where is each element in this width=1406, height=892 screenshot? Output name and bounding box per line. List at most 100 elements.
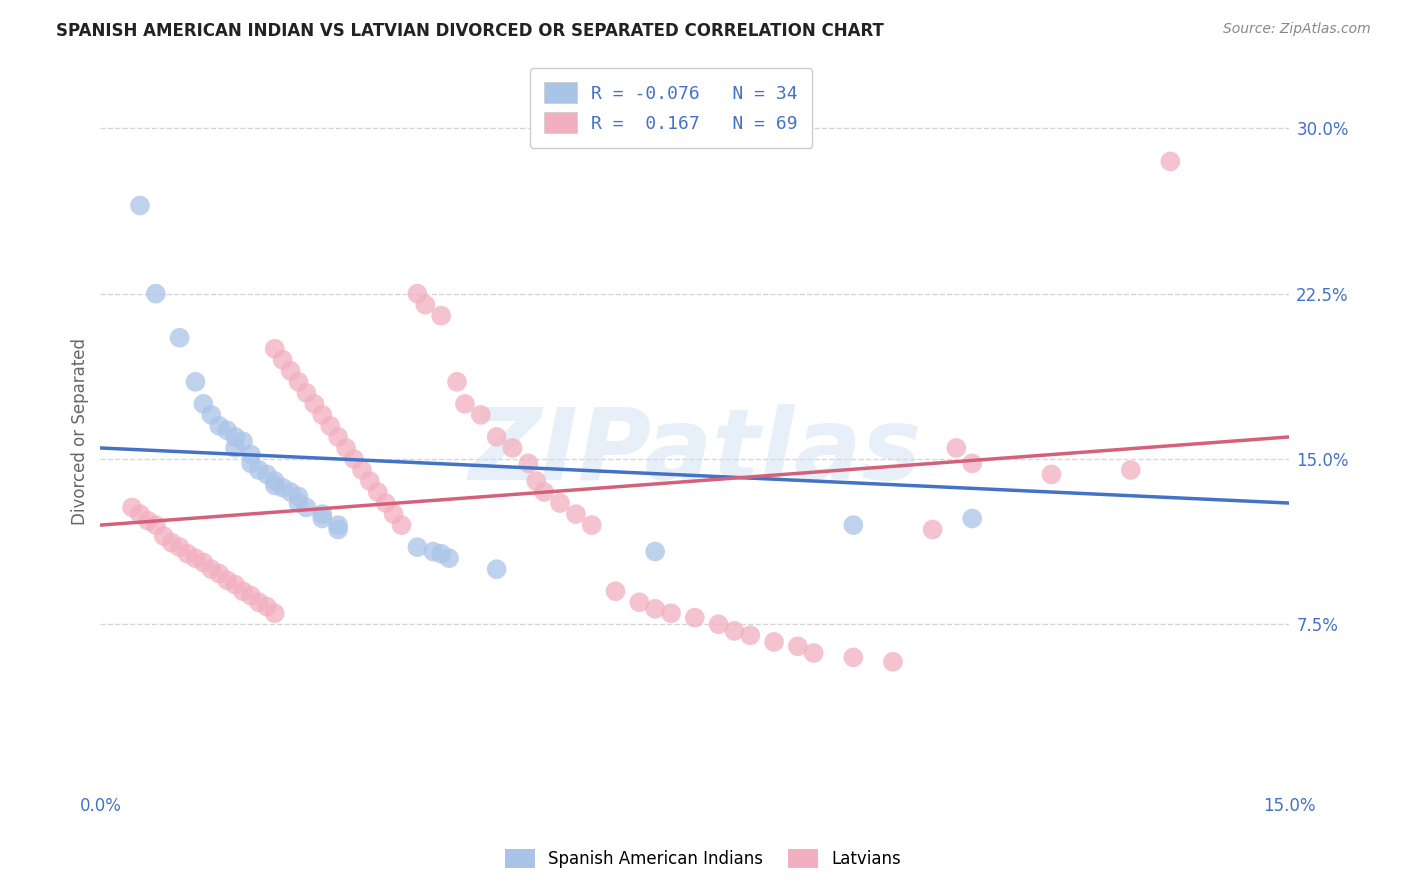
- Point: [200, 408, 222, 422]
- Point: [454, 397, 477, 411]
- Point: [406, 540, 429, 554]
- Point: [605, 584, 627, 599]
- Point: [160, 535, 183, 549]
- Point: [304, 397, 326, 411]
- Text: ZIPatlas: ZIPatlas: [468, 404, 921, 501]
- Y-axis label: Divorced or Separated: Divorced or Separated: [72, 338, 89, 524]
- Point: [960, 456, 983, 470]
- Point: [723, 624, 745, 638]
- Point: [129, 507, 152, 521]
- Point: [256, 599, 278, 614]
- Point: [208, 566, 231, 581]
- Legend: Spanish American Indians, Latvians: Spanish American Indians, Latvians: [498, 842, 908, 875]
- Point: [121, 500, 143, 515]
- Text: Source: ZipAtlas.com: Source: ZipAtlas.com: [1223, 22, 1371, 37]
- Point: [169, 331, 191, 345]
- Point: [803, 646, 825, 660]
- Point: [786, 640, 808, 654]
- Point: [193, 397, 215, 411]
- Point: [287, 375, 309, 389]
- Point: [224, 441, 246, 455]
- Legend: R = -0.076   N = 34, R =  0.167   N = 69: R = -0.076 N = 34, R = 0.167 N = 69: [530, 68, 813, 147]
- Point: [319, 418, 342, 433]
- Point: [247, 595, 270, 609]
- Point: [842, 518, 865, 533]
- Point: [326, 430, 349, 444]
- Text: SPANISH AMERICAN INDIAN VS LATVIAN DIVORCED OR SEPARATED CORRELATION CHART: SPANISH AMERICAN INDIAN VS LATVIAN DIVOR…: [56, 22, 884, 40]
- Point: [842, 650, 865, 665]
- Point: [326, 518, 349, 533]
- Point: [1040, 467, 1063, 482]
- Point: [335, 441, 357, 455]
- Point: [280, 485, 302, 500]
- Point: [311, 507, 333, 521]
- Point: [295, 500, 318, 515]
- Point: [502, 441, 524, 455]
- Point: [350, 463, 373, 477]
- Point: [311, 511, 333, 525]
- Point: [740, 628, 762, 642]
- Point: [659, 607, 682, 621]
- Point: [485, 430, 508, 444]
- Point: [882, 655, 904, 669]
- Point: [271, 481, 294, 495]
- Point: [565, 507, 588, 521]
- Point: [263, 607, 285, 621]
- Point: [359, 474, 381, 488]
- Point: [193, 556, 215, 570]
- Point: [581, 518, 603, 533]
- Point: [263, 478, 285, 492]
- Point: [485, 562, 508, 576]
- Point: [200, 562, 222, 576]
- Point: [415, 298, 437, 312]
- Point: [287, 490, 309, 504]
- Point: [437, 551, 460, 566]
- Point: [683, 610, 706, 624]
- Point: [247, 463, 270, 477]
- Point: [184, 551, 207, 566]
- Point: [287, 496, 309, 510]
- Point: [129, 198, 152, 212]
- Point: [1119, 463, 1142, 477]
- Point: [422, 544, 444, 558]
- Point: [271, 352, 294, 367]
- Point: [232, 584, 254, 599]
- Point: [176, 547, 198, 561]
- Point: [217, 573, 239, 587]
- Point: [391, 518, 413, 533]
- Point: [533, 485, 555, 500]
- Point: [311, 408, 333, 422]
- Point: [169, 540, 191, 554]
- Point: [224, 577, 246, 591]
- Point: [232, 434, 254, 449]
- Point: [1159, 154, 1181, 169]
- Point: [470, 408, 492, 422]
- Point: [326, 523, 349, 537]
- Point: [644, 544, 666, 558]
- Point: [184, 375, 207, 389]
- Point: [217, 423, 239, 437]
- Point: [406, 286, 429, 301]
- Point: [763, 635, 786, 649]
- Point: [145, 286, 167, 301]
- Point: [374, 496, 396, 510]
- Point: [960, 511, 983, 525]
- Point: [263, 342, 285, 356]
- Point: [548, 496, 571, 510]
- Point: [239, 589, 262, 603]
- Point: [152, 529, 174, 543]
- Point: [945, 441, 967, 455]
- Point: [517, 456, 540, 470]
- Point: [382, 507, 405, 521]
- Point: [430, 547, 453, 561]
- Point: [239, 448, 262, 462]
- Point: [280, 364, 302, 378]
- Point: [343, 452, 366, 467]
- Point: [628, 595, 651, 609]
- Point: [224, 430, 246, 444]
- Point: [256, 467, 278, 482]
- Point: [295, 385, 318, 400]
- Point: [263, 474, 285, 488]
- Point: [524, 474, 547, 488]
- Point: [644, 602, 666, 616]
